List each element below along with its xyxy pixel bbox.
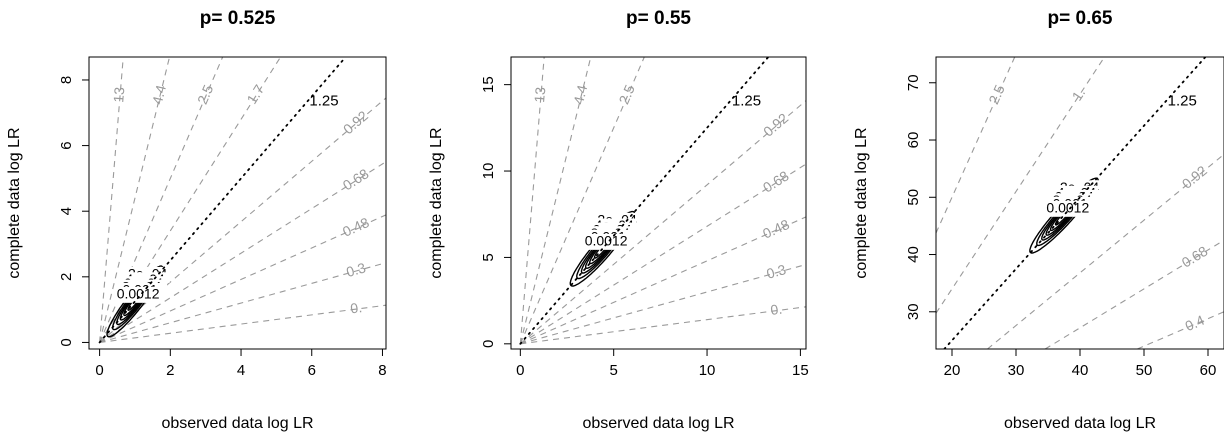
- plot-area: 134.42.51.70.920.680.480.30.2e−044e−046e…: [98, 57, 386, 344]
- contour-label: 0.0012: [1046, 200, 1089, 216]
- y-tick-label: 15: [480, 76, 497, 93]
- ratio-line-label: 0.: [349, 299, 363, 316]
- ratio-line: [519, 57, 592, 344]
- ratio-line: [99, 57, 224, 343]
- y-tick-label: 2: [58, 273, 75, 281]
- ratio-line: [99, 304, 386, 343]
- x-tick-label: 15: [792, 362, 809, 379]
- x-axis-label: observed data log LR: [161, 415, 313, 432]
- reference-line-label: 1.25: [732, 93, 761, 110]
- contour-label-bg: [584, 233, 629, 250]
- reference-line-label: 1.25: [1168, 93, 1197, 110]
- ratio-line-label: 13: [110, 86, 127, 103]
- ratio-line: [987, 153, 1224, 349]
- x-tick-label: 60: [1200, 362, 1217, 379]
- ratio-line-label: 4.4: [570, 83, 590, 106]
- ratio-line: [520, 306, 806, 345]
- ratio-line: [99, 57, 124, 343]
- y-tick-label: 0: [58, 338, 75, 346]
- ratio-line-label: 0.68: [1179, 243, 1211, 271]
- panel-3: 2.51.0.920.680.42e−044e−046e−048e−040.00…: [853, 8, 1224, 432]
- plot-area: 2.51.0.920.680.42e−044e−046e−048e−040.00…: [936, 57, 1224, 349]
- reference-line: [98, 57, 347, 344]
- ratio-line-label: 0.48: [340, 214, 372, 240]
- y-tick-label: 5: [480, 253, 497, 261]
- x-tick-label: 20: [944, 362, 961, 379]
- y-tick-label: 4: [58, 207, 75, 215]
- ratio-line: [1044, 239, 1224, 349]
- panel-title: p= 0.55: [626, 8, 691, 29]
- y-tick-label: 6: [58, 141, 75, 149]
- contour-label: 0.0012: [117, 286, 160, 302]
- x-tick-label: 6: [308, 362, 316, 379]
- reference-line: [943, 57, 1207, 349]
- panel-1: 134.42.51.70.920.680.480.30.2e−044e−046e…: [6, 8, 387, 432]
- x-axis-label: observed data log LR: [1004, 415, 1156, 432]
- ratio-line: [99, 161, 386, 343]
- ratio-line-label: 2.5: [194, 82, 216, 106]
- x-tick-label: 0: [95, 362, 103, 379]
- ratio-line: [520, 163, 806, 345]
- ratio-line: [99, 57, 171, 343]
- ratio-line: [520, 216, 806, 345]
- x-tick-label: 8: [378, 362, 386, 379]
- ratio-line: [520, 263, 806, 345]
- reference-line-label: 1.25: [309, 93, 338, 110]
- ratio-line-label: 2.5: [985, 82, 1008, 106]
- y-tick-label: 50: [905, 189, 922, 206]
- ratio-line-label: 4.4: [149, 83, 169, 106]
- x-tick-label: 40: [1072, 362, 1089, 379]
- ratio-line-label: 0.3: [765, 261, 788, 282]
- ratio-line-label: 1.7: [243, 82, 267, 107]
- x-tick-label: 50: [1136, 362, 1153, 379]
- ratio-line-label: 1.: [1069, 85, 1089, 104]
- x-tick-label: 2: [166, 362, 174, 379]
- contour-label: 0.0012: [585, 233, 628, 249]
- ratio-line-label: 0.48: [760, 216, 792, 242]
- contour-label-bg: [116, 286, 161, 303]
- x-tick-label: 30: [1008, 362, 1025, 379]
- ratio-line: [99, 214, 386, 343]
- ratio-line: [936, 57, 1105, 314]
- panel-title: p= 0.525: [200, 8, 276, 29]
- x-tick-label: 4: [237, 362, 245, 379]
- reference-line: [519, 57, 770, 345]
- y-axis-label: complete data log LR: [428, 127, 445, 278]
- panel-title: p= 0.65: [1048, 8, 1113, 29]
- ratio-line-label: 0.3: [344, 259, 367, 280]
- ratio-line: [99, 262, 386, 343]
- ratio-line: [936, 57, 1016, 234]
- y-tick-label: 40: [905, 246, 922, 263]
- y-tick-label: 0: [480, 340, 497, 348]
- ratio-line-label: 0.68: [340, 165, 372, 193]
- panel-2: 134.42.50.920.680.480.30.2e−044e−046e−04…: [428, 8, 809, 432]
- x-tick-label: 5: [610, 362, 618, 379]
- y-tick-label: 10: [480, 163, 497, 180]
- y-tick-label: 60: [905, 132, 922, 149]
- x-tick-label: 10: [699, 362, 716, 379]
- ratio-line: [519, 57, 545, 344]
- plot-area: 134.42.50.920.680.480.30.2e−044e−046e−04…: [519, 57, 806, 345]
- ratio-line: [1137, 311, 1224, 349]
- ratio-line: [519, 57, 645, 345]
- ratio-line: [519, 100, 806, 345]
- y-axis-label: complete data log LR: [853, 127, 870, 278]
- contour-label-bg: [1045, 200, 1090, 217]
- ratio-line-label: 2.5: [616, 82, 638, 106]
- ratio-line-label: 0.: [770, 301, 784, 318]
- ratio-line-label: 0.4: [1183, 312, 1207, 334]
- x-tick-label: 0: [516, 362, 524, 379]
- y-axis-label: complete data log LR: [6, 127, 23, 278]
- ratio-line-label: 13: [531, 86, 548, 103]
- ratio-line-label: 0.68: [760, 167, 792, 195]
- x-axis-label: observed data log LR: [582, 415, 734, 432]
- ratio-line: [99, 97, 386, 343]
- y-tick-label: 8: [58, 76, 75, 84]
- y-tick-label: 70: [905, 74, 922, 91]
- y-tick-label: 30: [905, 303, 922, 320]
